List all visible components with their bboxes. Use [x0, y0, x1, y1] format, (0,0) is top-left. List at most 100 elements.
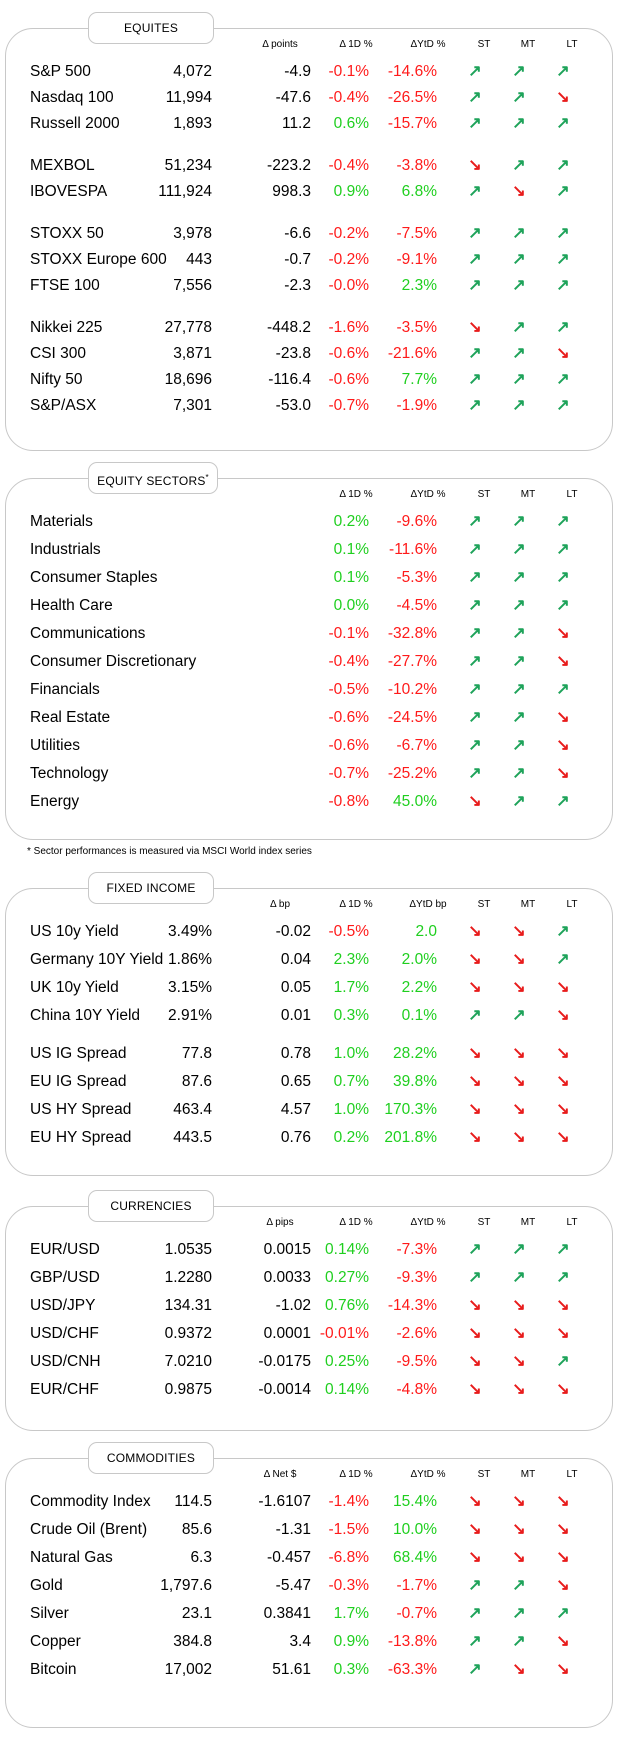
- row-1d-change: 0.1%: [333, 569, 369, 586]
- arrow-up-right-icon: ↗: [468, 89, 482, 106]
- arrow-down-right-icon: ↘: [468, 1129, 482, 1146]
- arrow-down-right-icon: ↘: [512, 1325, 526, 1342]
- row-change: -0.0014: [258, 1381, 311, 1398]
- fixed-income-title: FIXED INCOME: [88, 872, 214, 904]
- arrow-up-right-icon: ↗: [556, 251, 570, 268]
- row-ytd-change: 2.3%: [401, 277, 437, 294]
- row-1d-change: 0.76%: [325, 1297, 369, 1314]
- row-value: 463.4: [173, 1101, 212, 1118]
- row-value: 17,002: [164, 1661, 212, 1678]
- arrow-up-right-icon: ↗: [512, 63, 526, 80]
- arrow-down-right-icon: ↘: [468, 1549, 482, 1566]
- row-value: 111,924: [158, 183, 212, 200]
- table-row: Nikkei 225 27,778 -448.2 -1.6% -3.5% ↘ ↗ ↗: [6, 315, 612, 341]
- arrow-up-right-icon: ↗: [468, 277, 482, 294]
- arrow-up-right-icon: ↗: [556, 319, 570, 336]
- row-ytd-change: -63.3%: [387, 1661, 437, 1678]
- row-ytd-change: -6.7%: [396, 737, 438, 754]
- row-value: 77.8: [181, 1045, 212, 1062]
- row-1d-change: 0.0%: [333, 597, 369, 614]
- arrow-up-right-icon: ↗: [512, 1577, 526, 1594]
- row-1d-change: -0.5%: [328, 681, 370, 698]
- row-ytd-change: -9.3%: [396, 1269, 438, 1286]
- row-change: 11.2: [281, 115, 311, 132]
- row-name: FTSE 100: [30, 277, 100, 294]
- arrow-down-right-icon: ↘: [468, 1297, 482, 1314]
- fx-header-1d: Δ 1D %: [339, 1217, 373, 1228]
- equities-header-ytd: ΔYtD %: [410, 39, 446, 50]
- arrow-down-right-icon: ↘: [512, 1381, 526, 1398]
- arrow-up-right-icon: ↗: [512, 737, 526, 754]
- row-change: 0.0001: [263, 1325, 311, 1342]
- row-value: 134.31: [164, 1297, 212, 1314]
- row-ytd-change: -27.7%: [387, 653, 437, 670]
- sectors-footnote: * Sector performances is measured via MS…: [27, 846, 312, 857]
- cm-header-lt: LT: [566, 1469, 578, 1480]
- table-row: Commodity Index 114.5 -1.6107 -1.4% 15.4% ↘ ↘ ↘: [6, 1489, 612, 1515]
- arrow-up-right-icon: ↗: [468, 1007, 482, 1024]
- equities-header-mt: MT: [520, 39, 536, 50]
- row-change: 4.57: [280, 1101, 311, 1118]
- row-ytd-change: -3.5%: [396, 319, 438, 336]
- row-1d-change: 1.7%: [333, 1605, 369, 1622]
- arrow-down-right-icon: ↘: [556, 709, 570, 726]
- row-name: Commodity Index: [30, 1493, 151, 1510]
- row-name: USD/CHF: [30, 1325, 99, 1342]
- arrow-down-right-icon: ↘: [556, 653, 570, 670]
- row-ytd-change: -10.2%: [387, 681, 437, 698]
- row-1d-change: 0.25%: [325, 1353, 369, 1370]
- arrow-up-right-icon: ↗: [556, 225, 570, 242]
- fx-header-mt: MT: [520, 1217, 536, 1228]
- row-ytd-change: -4.8%: [396, 1381, 438, 1398]
- currencies-title: CURRENCIES: [88, 1190, 214, 1222]
- row-value: 443: [186, 251, 212, 268]
- table-row: EU HY Spread 443.5 0.76 0.2% 201.8% ↘ ↘ ↘: [6, 1125, 612, 1151]
- row-value: 23.1: [181, 1605, 212, 1622]
- arrow-up-right-icon: ↗: [556, 541, 570, 558]
- table-row: S&P 500 4,072 -4.9 -0.1% -14.6% ↗ ↗ ↗: [6, 59, 612, 85]
- row-1d-change: 0.14%: [325, 1241, 369, 1258]
- row-change: 0.65: [280, 1073, 311, 1090]
- arrow-up-right-icon: ↗: [512, 1605, 526, 1622]
- arrow-down-right-icon: ↘: [512, 1549, 526, 1566]
- arrow-up-right-icon: ↗: [512, 625, 526, 642]
- row-1d-change: -0.2%: [328, 251, 370, 268]
- table-row: Health Care 0.0% -4.5% ↗ ↗ ↗: [6, 593, 612, 619]
- row-1d-change: -0.6%: [328, 737, 370, 754]
- currencies-panel: Δ pips Δ 1D % ΔYtD % ST MT LT EUR/USD 1.0…: [5, 1206, 613, 1431]
- row-1d-change: -6.8%: [328, 1549, 370, 1566]
- arrow-up-right-icon: ↗: [512, 765, 526, 782]
- arrow-down-right-icon: ↘: [556, 1633, 570, 1650]
- equities-title: EQUITES: [88, 12, 214, 44]
- arrow-down-right-icon: ↘: [512, 951, 526, 968]
- row-ytd-change: 39.8%: [393, 1073, 437, 1090]
- row-ytd-change: -0.7%: [396, 1605, 438, 1622]
- row-ytd-change: -7.3%: [396, 1241, 438, 1258]
- row-ytd-change: 0.1%: [401, 1007, 437, 1024]
- row-value: 87.6: [181, 1073, 212, 1090]
- fi-header-ytd: ΔYtD bp: [409, 899, 447, 910]
- row-ytd-change: -14.6%: [387, 63, 437, 80]
- row-value: 27,778: [164, 319, 212, 336]
- arrow-down-right-icon: ↘: [468, 1353, 482, 1370]
- row-ytd-change: -21.6%: [387, 345, 437, 362]
- table-row: USD/JPY 134.31 -1.02 0.76% -14.3% ↘ ↘ ↘: [6, 1293, 612, 1319]
- row-ytd-change: -25.2%: [387, 765, 437, 782]
- row-ytd-change: 7.7%: [401, 371, 437, 388]
- row-name: Communications: [30, 625, 146, 642]
- arrow-up-right-icon: ↗: [468, 765, 482, 782]
- arrow-up-right-icon: ↗: [468, 709, 482, 726]
- table-row: Materials 0.2% -9.6% ↗ ↗ ↗: [6, 509, 612, 535]
- arrow-up-right-icon: ↗: [468, 597, 482, 614]
- arrow-down-right-icon: ↘: [512, 1521, 526, 1538]
- row-1d-change: 1.0%: [333, 1045, 369, 1062]
- row-value: 3,978: [173, 225, 212, 242]
- row-1d-change: 0.7%: [333, 1073, 369, 1090]
- arrow-down-right-icon: ↘: [556, 345, 570, 362]
- row-ytd-change: 170.3%: [384, 1101, 437, 1118]
- sectors-header-st: ST: [477, 489, 491, 500]
- row-change: -448.2: [267, 319, 311, 336]
- row-change: 51.61: [272, 1661, 311, 1678]
- row-value: 114.5: [174, 1493, 212, 1510]
- row-ytd-change: -9.6%: [396, 513, 438, 530]
